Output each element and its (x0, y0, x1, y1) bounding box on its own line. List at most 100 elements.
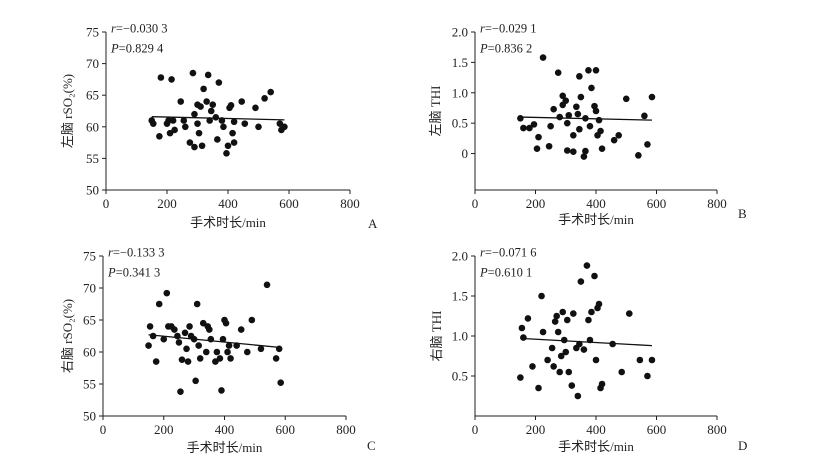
data-point (535, 133, 542, 141)
data-point (529, 363, 536, 370)
x-tick-label: 200 (154, 422, 174, 437)
x-tick-label: 600 (647, 422, 667, 437)
data-point (539, 54, 547, 61)
data-point (204, 71, 212, 79)
data-point (218, 387, 225, 394)
y-tick-label: 65 (83, 313, 96, 328)
data-point (198, 142, 206, 150)
data-point (222, 319, 230, 327)
p-value: =0.829 4 (119, 42, 164, 56)
data-point (214, 136, 221, 143)
data-point (219, 335, 227, 343)
data-point (580, 346, 588, 353)
data-point (551, 318, 559, 325)
data-point (281, 123, 288, 131)
data-point (171, 126, 178, 134)
data-point (184, 358, 192, 365)
data-point (583, 262, 591, 269)
data-point (547, 122, 554, 130)
p-symbol: P (110, 42, 119, 56)
data-point (554, 69, 562, 77)
data-point (200, 85, 207, 93)
data-point (275, 345, 283, 353)
r-value: =−0.030 3 (116, 22, 168, 36)
data-point (563, 316, 571, 324)
x-tick-label: 800 (336, 422, 356, 437)
x-tick-label: 0 (472, 422, 479, 437)
y-tick-label: 0.5 (452, 369, 468, 384)
data-point (573, 103, 580, 111)
x-tick-label: 600 (279, 196, 299, 211)
x-tick-label: 0 (100, 422, 107, 437)
data-point (186, 323, 193, 330)
data-point (180, 117, 188, 124)
data-point (224, 348, 231, 356)
data-point (212, 114, 220, 121)
y-axis-label: 右脑 rSO₂(%) (60, 299, 75, 373)
data-point (585, 316, 592, 324)
data-point (548, 344, 556, 352)
data-point (592, 66, 600, 74)
data-point (237, 326, 245, 333)
data-point (160, 335, 168, 343)
data-point (197, 103, 204, 110)
p-statistic: P=0.341 3 (107, 266, 160, 280)
data-point (577, 278, 585, 285)
data-point (225, 342, 233, 349)
data-point (183, 345, 190, 353)
data-point (156, 132, 163, 140)
data-point (227, 355, 234, 362)
data-point (644, 372, 651, 380)
data-point (545, 142, 553, 150)
data-point (556, 113, 563, 121)
data-point (568, 382, 576, 389)
data-point (526, 124, 533, 132)
data-point (565, 368, 573, 376)
r-symbol: r (108, 246, 113, 260)
x-tick-label: 600 (276, 422, 296, 437)
data-point (577, 93, 585, 101)
data-point (206, 326, 213, 333)
data-point (252, 104, 259, 112)
data-point (520, 334, 527, 341)
data-point (213, 348, 221, 356)
data-point (224, 142, 232, 150)
data-point (644, 141, 651, 148)
data-point (553, 312, 560, 320)
data-point (520, 124, 527, 132)
data-point (580, 153, 588, 160)
data-point (206, 117, 213, 124)
data-point (195, 342, 202, 349)
data-point (220, 123, 227, 131)
y-tick-label: 75 (83, 249, 96, 264)
data-point (261, 95, 268, 102)
y-tick-label: 0.5 (452, 116, 468, 131)
data-point (146, 323, 154, 330)
data-point (216, 355, 224, 362)
data-point (238, 98, 246, 105)
data-point (168, 76, 175, 83)
y-tick-label: 55 (86, 151, 99, 166)
data-point (592, 356, 600, 364)
data-point (530, 121, 538, 128)
r-statistic: r=−0.133 3 (108, 246, 164, 260)
x-tick-label: 400 (215, 422, 235, 437)
data-point (588, 308, 595, 316)
data-point (191, 110, 198, 118)
data-point (267, 88, 275, 96)
y-tick-label: 2.0 (452, 25, 468, 40)
y-axis-label: 左脑 rSO₂(%) (60, 74, 75, 148)
x-axis-label: 手术时长/min (187, 440, 263, 455)
y-tick-label: 50 (86, 183, 99, 198)
data-point (563, 147, 571, 154)
data-point (559, 308, 567, 316)
x-tick-label: 0 (472, 196, 479, 211)
data-point (588, 84, 595, 92)
x-tick-label: 800 (707, 422, 727, 437)
panel-label: C (367, 438, 376, 453)
data-point (582, 147, 589, 155)
data-point (570, 310, 577, 317)
data-point (574, 110, 582, 118)
data-point (243, 348, 251, 356)
p-statistic: P=0.829 4 (110, 42, 164, 56)
